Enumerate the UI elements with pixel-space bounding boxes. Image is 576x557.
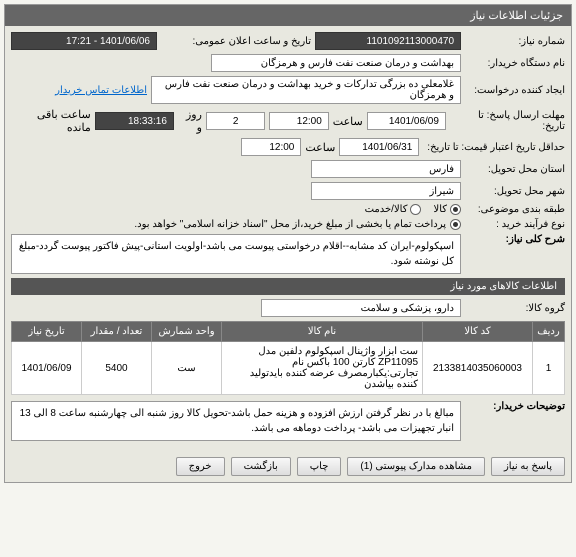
panel-title: جزئیات اطلاعات نیاز bbox=[5, 5, 571, 26]
panel-body: شماره نیاز: 1101092113000470 تاریخ و ساع… bbox=[5, 26, 571, 451]
row-validity: حداقل تاریخ اعتبار قیمت: تا تاریخ: 1401/… bbox=[11, 138, 565, 156]
row-buyer-notes: توضیحات خریدار: مبالغ با در نظر گرفتن ار… bbox=[11, 401, 565, 441]
deadline-label: مهلت ارسال پاسخ: تا تاریخ: bbox=[450, 110, 565, 132]
packing-radio-group: کالا کالا/خدمت bbox=[365, 204, 461, 215]
buyer-notes-text: مبالغ با در نظر گرفتن ارزش افزوده و هزین… bbox=[11, 401, 461, 441]
deadline-date: 1401/06/09 bbox=[367, 112, 446, 130]
process-radio-group bbox=[450, 219, 461, 230]
need-number-value: 1101092113000470 bbox=[315, 32, 461, 50]
province-value: فارس bbox=[311, 160, 461, 178]
process-note: پرداخت تمام یا بخشی از مبلغ خرید،از محل … bbox=[134, 219, 446, 230]
announce-value: 1401/06/06 - 17:21 bbox=[11, 32, 157, 50]
city-label: شهر محل تحویل: bbox=[465, 186, 565, 197]
col-unit: واحد شمارش bbox=[152, 322, 222, 342]
radio-service-input[interactable] bbox=[410, 204, 421, 215]
reply-button[interactable]: پاسخ به نیاز bbox=[491, 457, 565, 476]
radio-process-input[interactable] bbox=[450, 219, 461, 230]
buyer-value: بهداشت و درمان صنعت نفت فارس و هرمزگان bbox=[211, 54, 461, 72]
days-label: روز و bbox=[178, 108, 202, 134]
button-bar: پاسخ به نیاز مشاهده مدارک پیوستی (1) چاپ… bbox=[5, 451, 571, 482]
need-desc-label: شرح کلی نیاز: bbox=[465, 234, 565, 245]
deadline-time: 12:00 bbox=[269, 112, 328, 130]
row-process: نوع فرآیند خرید : پرداخت تمام یا بخشی از… bbox=[11, 219, 565, 230]
requester-value: غلامعلی ده بزرگی تدارکات و خرید بهداشت و… bbox=[151, 76, 461, 104]
buyer-notes-label: توضیحات خریدار: bbox=[465, 401, 565, 412]
back-button[interactable]: بازگشت bbox=[231, 457, 291, 476]
cell-qty: 5400 bbox=[82, 342, 152, 395]
time-label-1: ساعت bbox=[333, 115, 363, 128]
radio-goods-input[interactable] bbox=[450, 204, 461, 215]
radio-service-label: کالا/خدمت bbox=[365, 204, 408, 215]
goods-group-label: گروه کالا: bbox=[465, 303, 565, 314]
cell-unit: ست bbox=[152, 342, 222, 395]
days-value: 2 bbox=[206, 112, 265, 130]
row-buyer: نام دستگاه خریدار: بهداشت و درمان صنعت ن… bbox=[11, 54, 565, 72]
province-label: استان محل تحویل: bbox=[465, 164, 565, 175]
row-requester: ایجاد کننده درخواست: غلامعلی ده بزرگی تد… bbox=[11, 76, 565, 104]
remain-label: ساعت باقی مانده bbox=[11, 108, 91, 134]
print-button[interactable]: چاپ bbox=[297, 457, 342, 476]
packing-label: طبقه بندی موضوعی: bbox=[465, 204, 565, 215]
announce-label: تاریخ و ساعت اعلان عمومی: bbox=[161, 36, 311, 47]
buyer-label: نام دستگاه خریدار: bbox=[465, 58, 565, 69]
row-packing: طبقه بندی موضوعی: کالا کالا/خدمت bbox=[11, 204, 565, 215]
row-need-desc: شرح کلی نیاز: اسپکولوم-ایران کد مشابه--ا… bbox=[11, 234, 565, 274]
row-need-number: شماره نیاز: 1101092113000470 تاریخ و ساع… bbox=[11, 32, 565, 50]
goods-table: ردیف کد کالا نام کالا واحد شمارش تعداد /… bbox=[11, 321, 565, 395]
time-label-2: ساعت bbox=[305, 141, 335, 154]
col-qty: تعداد / مقدار bbox=[82, 322, 152, 342]
col-name: نام کالا bbox=[222, 322, 423, 342]
contact-link[interactable]: اطلاعات تماس خریدار bbox=[55, 85, 147, 96]
cell-name: ست ابزار واژینال اسپکولوم دلفین مدل ZP11… bbox=[222, 342, 423, 395]
validity-label: حداقل تاریخ اعتبار قیمت: تا تاریخ: bbox=[423, 142, 565, 153]
row-province: استان محل تحویل: فارس bbox=[11, 160, 565, 178]
city-value: شیراز bbox=[311, 182, 461, 200]
table-row: 1 2133814035060003 ست ابزار واژینال اسپک… bbox=[12, 342, 565, 395]
remain-time: 18:33:16 bbox=[95, 112, 174, 130]
row-deadline: مهلت ارسال پاسخ: تا تاریخ: 1401/06/09 سا… bbox=[11, 108, 565, 134]
cell-idx: 1 bbox=[533, 342, 565, 395]
radio-goods[interactable]: کالا bbox=[433, 204, 461, 215]
table-header-row: ردیف کد کالا نام کالا واحد شمارش تعداد /… bbox=[12, 322, 565, 342]
need-desc-text: اسپکولوم-ایران کد مشابه--اقلام درخواستی … bbox=[11, 234, 461, 274]
row-goods-group: گروه کالا: دارو، پزشکی و سلامت bbox=[11, 299, 565, 317]
radio-process[interactable] bbox=[450, 219, 461, 230]
cell-date: 1401/06/09 bbox=[12, 342, 82, 395]
validity-time: 12:00 bbox=[241, 138, 301, 156]
goods-header: اطلاعات کالاهای مورد نیاز bbox=[11, 278, 565, 295]
col-date: تاریخ نیاز bbox=[12, 322, 82, 342]
requester-label: ایجاد کننده درخواست: bbox=[465, 85, 565, 96]
process-label: نوع فرآیند خرید : bbox=[465, 219, 565, 230]
need-number-label: شماره نیاز: bbox=[465, 36, 565, 47]
attachments-button[interactable]: مشاهده مدارک پیوستی (1) bbox=[347, 457, 485, 476]
col-code: کد کالا bbox=[423, 322, 533, 342]
row-city: شهر محل تحویل: شیراز bbox=[11, 182, 565, 200]
radio-service[interactable]: کالا/خدمت bbox=[365, 204, 422, 215]
cell-code: 2133814035060003 bbox=[423, 342, 533, 395]
exit-button[interactable]: خروج bbox=[176, 457, 225, 476]
col-row: ردیف bbox=[533, 322, 565, 342]
radio-goods-label: کالا bbox=[433, 204, 447, 215]
goods-group-value: دارو، پزشکی و سلامت bbox=[261, 299, 461, 317]
main-panel: جزئیات اطلاعات نیاز شماره نیاز: 11010921… bbox=[4, 4, 572, 483]
validity-date: 1401/06/31 bbox=[339, 138, 419, 156]
